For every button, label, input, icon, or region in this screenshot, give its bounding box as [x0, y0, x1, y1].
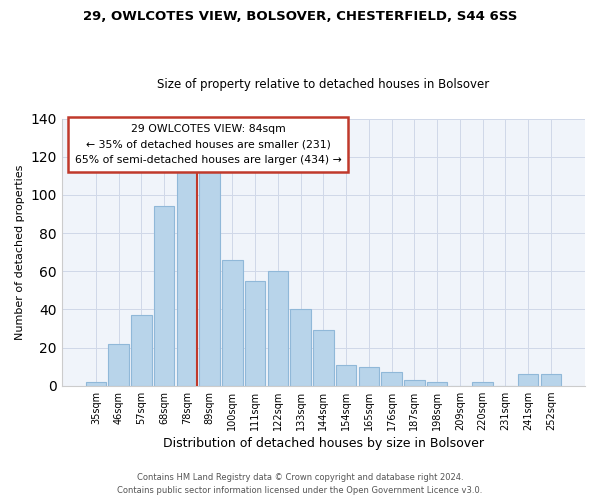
Bar: [541, 374, 561, 386]
Bar: [290, 310, 311, 386]
Text: 29, OWLCOTES VIEW, BOLSOVER, CHESTERFIELD, S44 6SS: 29, OWLCOTES VIEW, BOLSOVER, CHESTERFIEL…: [83, 10, 517, 23]
Bar: [382, 372, 402, 386]
Bar: [472, 382, 493, 386]
Y-axis label: Number of detached properties: Number of detached properties: [15, 164, 25, 340]
Bar: [176, 160, 197, 386]
Text: Contains HM Land Registry data © Crown copyright and database right 2024.
Contai: Contains HM Land Registry data © Crown c…: [118, 474, 482, 495]
Bar: [109, 344, 129, 386]
Bar: [427, 382, 448, 386]
Bar: [199, 170, 220, 386]
Bar: [518, 374, 538, 386]
Bar: [336, 364, 356, 386]
Bar: [86, 382, 106, 386]
Bar: [222, 260, 242, 386]
Bar: [131, 315, 152, 386]
Bar: [245, 280, 265, 386]
X-axis label: Distribution of detached houses by size in Bolsover: Distribution of detached houses by size …: [163, 437, 484, 450]
Bar: [359, 366, 379, 386]
Bar: [404, 380, 425, 386]
Text: 29 OWLCOTES VIEW: 84sqm
← 35% of detached houses are smaller (231)
65% of semi-d: 29 OWLCOTES VIEW: 84sqm ← 35% of detache…: [75, 124, 341, 165]
Bar: [313, 330, 334, 386]
Bar: [154, 206, 175, 386]
Title: Size of property relative to detached houses in Bolsover: Size of property relative to detached ho…: [157, 78, 490, 91]
Bar: [268, 271, 288, 386]
